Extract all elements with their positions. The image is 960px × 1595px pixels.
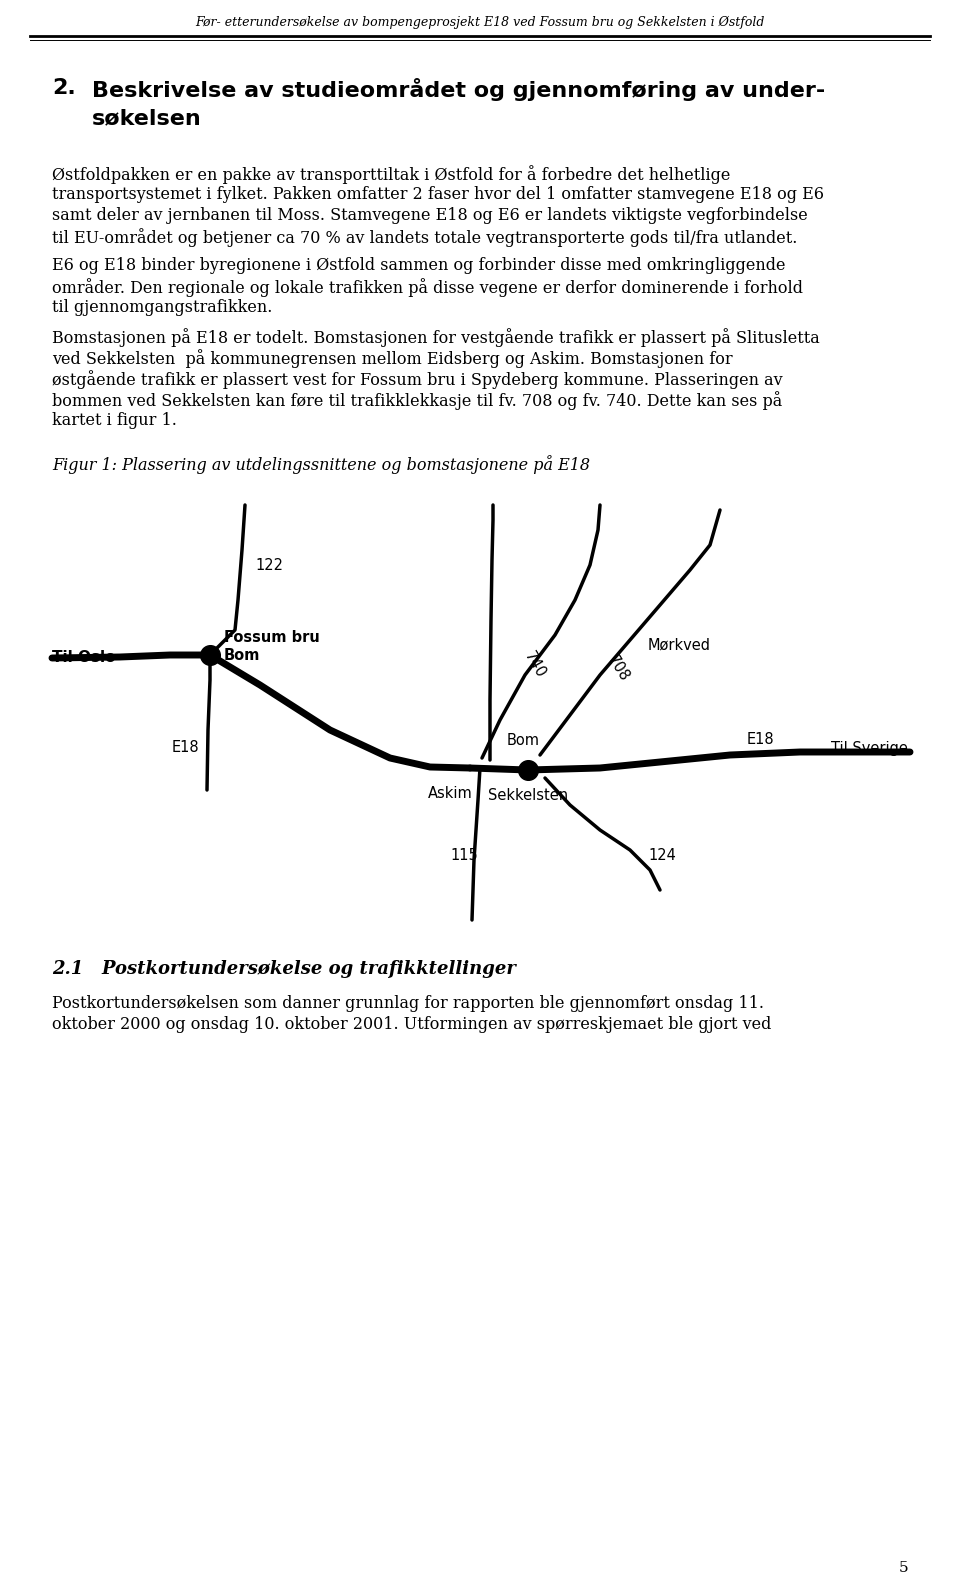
Text: bommen ved Sekkelsten kan føre til trafikklekkasje til fv. 708 og fv. 740. Dette: bommen ved Sekkelsten kan føre til trafi…	[52, 391, 782, 410]
Text: Til Oslo: Til Oslo	[52, 651, 115, 665]
Text: E6 og E18 binder byregionene i Østfold sammen og forbinder disse med omkringligg: E6 og E18 binder byregionene i Østfold s…	[52, 257, 785, 274]
Text: 122: 122	[255, 558, 283, 573]
Text: oktober 2000 og onsdag 10. oktober 2001. Utformingen av spørreskjemaet ble gjort: oktober 2000 og onsdag 10. oktober 2001.…	[52, 1016, 772, 1034]
Text: Sekkelsten: Sekkelsten	[488, 788, 568, 802]
Text: Bom: Bom	[224, 648, 260, 664]
Point	[520, 758, 536, 783]
Text: områder. Den regionale og lokale trafikken på disse vegene er derfor dominerende: områder. Den regionale og lokale trafikk…	[52, 278, 803, 297]
Text: E18: E18	[746, 732, 774, 748]
Text: transportsystemet i fylket. Pakken omfatter 2 faser hvor del 1 omfatter stamvege: transportsystemet i fylket. Pakken omfat…	[52, 187, 824, 203]
Text: Mørkved: Mørkved	[648, 638, 711, 652]
Text: østgående trafikk er plassert vest for Fossum bru i Spydeberg kommune. Plasserin: østgående trafikk er plassert vest for F…	[52, 370, 782, 389]
Text: 740: 740	[521, 649, 548, 681]
Text: E18: E18	[171, 740, 199, 756]
Text: til EU-området og betjener ca 70 % av landets totale vegtransporterte gods til/f: til EU-området og betjener ca 70 % av la…	[52, 228, 798, 247]
Text: Beskrivelse av studieområdet og gjennomføring av under-: Beskrivelse av studieområdet og gjennomf…	[92, 78, 826, 100]
Text: Før- etterundersøkelse av bompengeprosjekt E18 ved Fossum bru og Sekkelsten i Øs: Før- etterundersøkelse av bompengeprosje…	[195, 16, 765, 29]
Text: til gjennomgangstrafikken.: til gjennomgangstrafikken.	[52, 298, 273, 316]
Text: samt deler av jernbanen til Moss. Stamvegene E18 og E6 er landets viktigste vegf: samt deler av jernbanen til Moss. Stamve…	[52, 207, 807, 223]
Text: Bomstasjonen på E18 er todelt. Bomstasjonen for vestgående trafikk er plassert p: Bomstasjonen på E18 er todelt. Bomstasjo…	[52, 329, 820, 346]
Point	[203, 643, 218, 668]
Text: Til Sverige: Til Sverige	[831, 740, 908, 756]
Text: 2.1   Postkortundersøkelse og trafikktellinger: 2.1 Postkortundersøkelse og trafikktelli…	[52, 960, 516, 978]
Text: kartet i figur 1.: kartet i figur 1.	[52, 412, 177, 429]
Text: Fossum bru: Fossum bru	[224, 630, 320, 644]
Text: 115: 115	[450, 847, 478, 863]
Text: Askim: Askim	[427, 786, 472, 801]
Text: 708: 708	[604, 652, 632, 684]
Text: Figur 1: Plassering av utdelingssnittene og bomstasjonene på E18: Figur 1: Plassering av utdelingssnittene…	[52, 455, 590, 474]
Text: 5: 5	[899, 1562, 908, 1574]
Text: Østfoldpakken er en pakke av transporttiltak i Østfold for å forbedre det helhet: Østfoldpakken er en pakke av transportti…	[52, 164, 731, 183]
Text: Bom: Bom	[507, 734, 540, 748]
Text: 124: 124	[648, 847, 676, 863]
Text: søkelsen: søkelsen	[92, 108, 202, 128]
Text: ved Sekkelsten  på kommunegrensen mellom Eidsberg og Askim. Bomstasjonen for: ved Sekkelsten på kommunegrensen mellom …	[52, 349, 732, 368]
Text: Postkortundersøkelsen som danner grunnlag for rapporten ble gjennomført onsdag 1: Postkortundersøkelsen som danner grunnla…	[52, 995, 764, 1011]
Text: 2.: 2.	[52, 78, 76, 97]
